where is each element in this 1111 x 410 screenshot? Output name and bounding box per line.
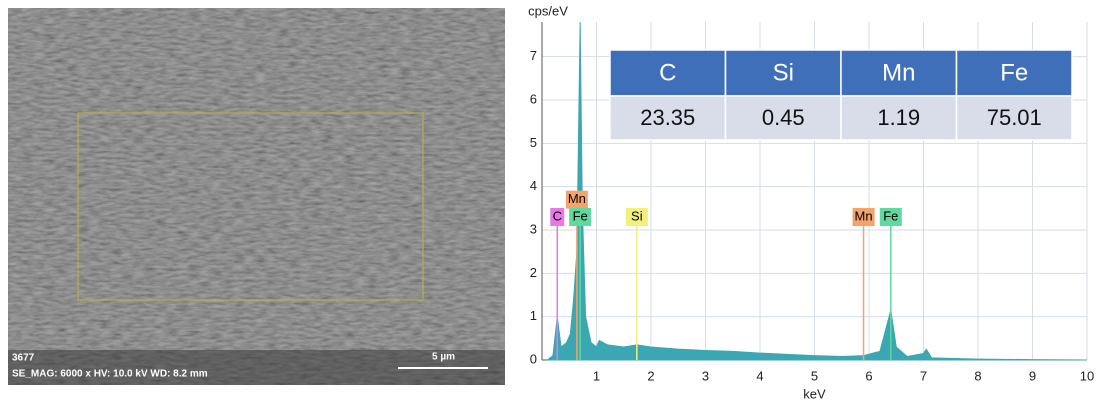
y-tick-label: 0 bbox=[530, 351, 537, 366]
element-label: Fe bbox=[883, 208, 898, 223]
scale-label: 5 µm bbox=[432, 352, 455, 363]
micrograph bbox=[8, 8, 505, 385]
y-tick-label: 5 bbox=[530, 135, 537, 150]
cell-text: 23.35 bbox=[640, 105, 695, 130]
image-id: 3677 bbox=[12, 353, 35, 364]
composition-table: C Si Mn Fe 23.35 0.45 1.19 75.01 bbox=[609, 49, 1073, 141]
data-cell bbox=[955, 95, 1073, 141]
header-text: Mn bbox=[882, 59, 915, 86]
y-tick-label: 4 bbox=[530, 178, 537, 193]
header-cell bbox=[609, 49, 727, 97]
x-tick-label: 5 bbox=[811, 368, 818, 383]
y-tick-label: 6 bbox=[530, 91, 537, 106]
x-tick-label: 7 bbox=[920, 368, 927, 383]
x-tick-label: 4 bbox=[756, 368, 763, 383]
x-tick-label: 2 bbox=[647, 368, 654, 383]
micrograph-shade bbox=[8, 8, 505, 385]
header-cell bbox=[724, 49, 842, 97]
y-tick-label: 2 bbox=[530, 265, 537, 280]
x-tick-label: 8 bbox=[974, 368, 981, 383]
x-tick-label: 1 bbox=[593, 368, 600, 383]
selection-box bbox=[77, 112, 424, 301]
cell-text: 0.45 bbox=[762, 105, 805, 130]
x-tick-label: 10 bbox=[1080, 368, 1094, 383]
image-info: SE_MAG: 6000 x HV: 10.0 kV WD: 8.2 mm bbox=[12, 369, 208, 380]
cell-text: 75.01 bbox=[987, 105, 1042, 130]
header-text: C bbox=[659, 59, 676, 86]
element-tag bbox=[625, 208, 648, 226]
y-tick-label: 7 bbox=[530, 48, 537, 63]
element-tag bbox=[569, 208, 592, 226]
header-text: Si bbox=[773, 59, 794, 86]
x-tick-label: 3 bbox=[702, 368, 709, 383]
element-tag bbox=[565, 190, 588, 209]
data-cell bbox=[724, 95, 842, 141]
element-label: Mn bbox=[568, 191, 586, 206]
cell-text: 1.19 bbox=[877, 105, 920, 130]
element-label: Si bbox=[631, 208, 643, 223]
element-tag bbox=[550, 208, 565, 226]
element-label: Mn bbox=[855, 208, 873, 223]
y-axis-label: cps/eV bbox=[528, 3, 568, 18]
spectrum-area bbox=[546, 21, 1088, 361]
data-cell bbox=[609, 95, 727, 141]
y-tick-label: 3 bbox=[530, 221, 537, 236]
data-cell bbox=[840, 95, 958, 141]
x-axis-label: keV bbox=[803, 386, 826, 401]
x-tick-label: 9 bbox=[1029, 368, 1036, 383]
element-tag bbox=[852, 208, 875, 226]
element-label: Fe bbox=[573, 208, 588, 223]
header-text: Fe bbox=[1000, 59, 1028, 86]
element-label: C bbox=[553, 208, 562, 223]
y-tick-label: 1 bbox=[530, 308, 537, 323]
x-tick-label: 6 bbox=[865, 368, 872, 383]
element-tag bbox=[879, 208, 902, 226]
sem-image: 3677 SE_MAG: 6000 x HV: 10.0 kV WD: 8.2 … bbox=[8, 8, 505, 385]
